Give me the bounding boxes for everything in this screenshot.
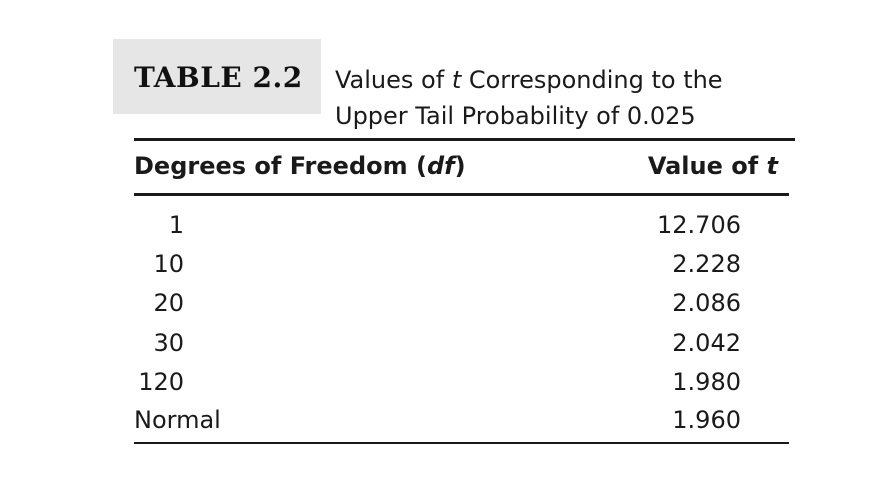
column-header-df-suffix: ) (454, 152, 466, 180)
column-header-df-variable: df (426, 152, 455, 180)
table-cell-df: 20 (153, 289, 184, 317)
caption-line-1: Values of t Corresponding to the (335, 62, 723, 98)
table-cell-df: 1 (168, 211, 184, 239)
caption-line-1-prefix: Values of (335, 66, 452, 94)
table-cell-df: Normal (134, 406, 221, 434)
table-caption: Values of t Corresponding to the Upper T… (335, 62, 723, 134)
table-cell-t: 12.706 (657, 211, 741, 239)
table-cell-t: 2.086 (672, 289, 741, 317)
table-cell-t: 2.042 (672, 329, 741, 357)
column-header-df-prefix: Degrees of Freedom ( (134, 152, 427, 180)
table-cell-t: 1.960 (672, 406, 741, 434)
table-top-rule (134, 138, 795, 141)
column-header-t-variable: t (766, 152, 778, 180)
table-cell-df: 30 (153, 329, 184, 357)
table-number-label: TABLE 2.2 (134, 61, 303, 94)
caption-variable-t: t (451, 66, 462, 94)
caption-line-2: Upper Tail Probability of 0.025 (335, 102, 696, 130)
table-number-box: TABLE 2.2 (113, 39, 321, 114)
column-header-df: Degrees of Freedom (df) (134, 152, 466, 180)
table-cell-t: 2.228 (672, 250, 741, 278)
table-cell-df: 120 (138, 368, 184, 396)
column-header-t: Value of t (648, 152, 778, 180)
caption-line-1-suffix: Corresponding to the (461, 66, 723, 94)
table-cell-t: 1.980 (672, 368, 741, 396)
table-bottom-rule (134, 442, 789, 444)
header-rule (134, 193, 789, 196)
column-header-t-prefix: Value of (647, 152, 767, 180)
table-cell-df: 10 (153, 250, 184, 278)
